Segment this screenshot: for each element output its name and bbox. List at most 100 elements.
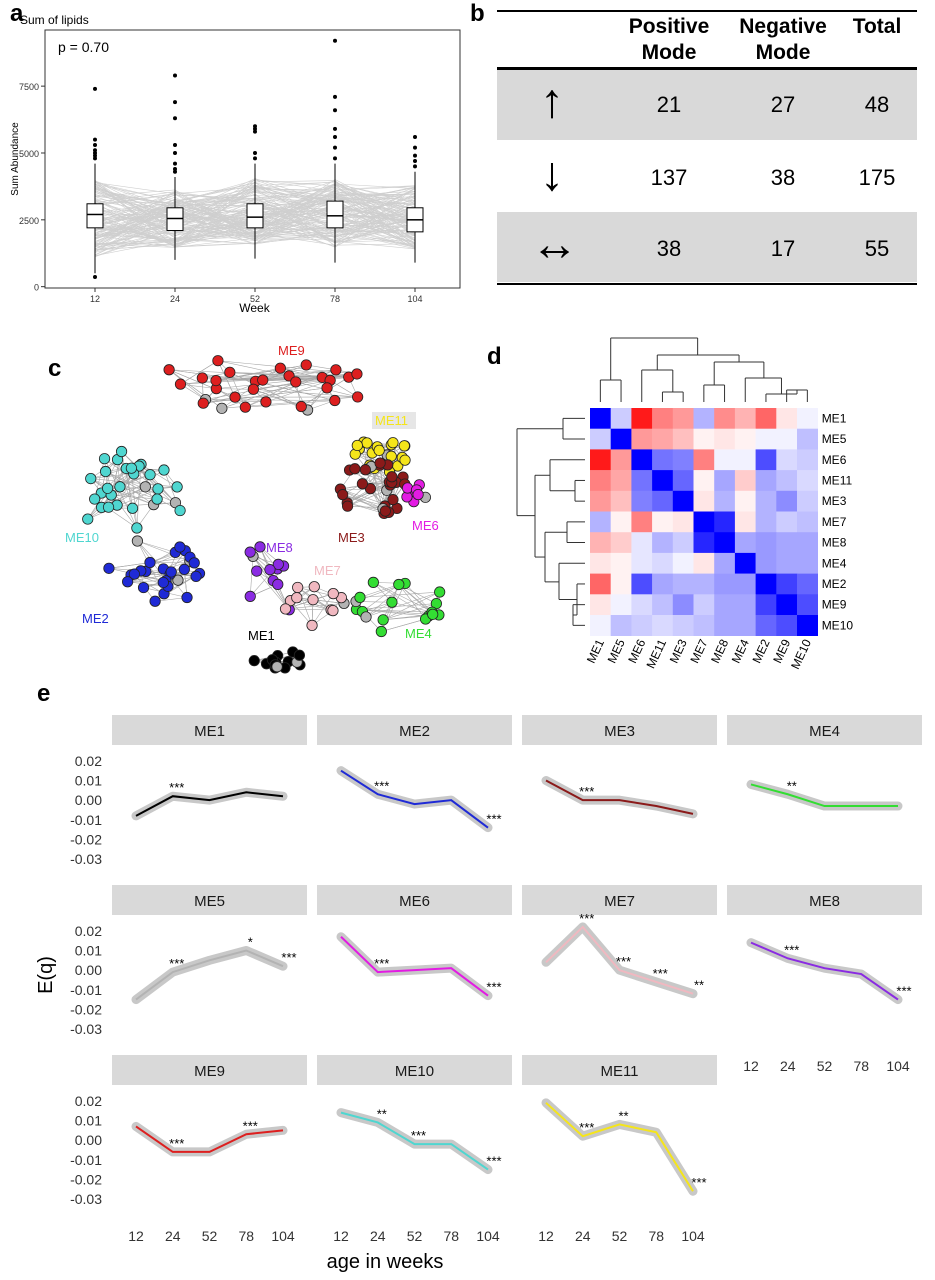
network-node xyxy=(102,501,115,513)
y-tick-label: 2500 xyxy=(19,216,39,226)
network-node xyxy=(157,576,169,589)
facet-title: ME3 xyxy=(604,723,635,740)
regulation-table: Positive Mode Negative Mode Total ↑ 21 2… xyxy=(497,0,917,290)
heatmap-row-label: ME7 xyxy=(822,515,847,529)
chart-title: Sum of lipids xyxy=(20,13,89,27)
heatmap-cell xyxy=(797,470,818,492)
heatmap-cell xyxy=(631,470,653,492)
box-outlier xyxy=(93,86,97,91)
column-dendrogram xyxy=(599,337,808,402)
series-line xyxy=(750,941,899,1001)
box-outlier xyxy=(413,164,417,169)
network-node xyxy=(377,614,389,626)
network-node xyxy=(89,493,101,505)
network-edge xyxy=(365,591,440,618)
box-outlier xyxy=(413,159,417,164)
box-outlier xyxy=(253,150,257,155)
x-tick-label: 104 xyxy=(681,1228,705,1244)
network-edge xyxy=(253,373,357,390)
network-edge xyxy=(111,494,158,500)
heatmap-cell xyxy=(652,532,674,554)
heatmap-cell xyxy=(652,511,674,533)
significance-stars: ** xyxy=(377,1106,387,1121)
x-tick-label: 104 xyxy=(886,1058,910,1074)
heatmap-cell xyxy=(672,408,694,429)
y-tick-label: 5000 xyxy=(19,149,39,159)
box-body xyxy=(86,203,104,229)
significance-stars: ** xyxy=(618,1108,628,1123)
network-edge xyxy=(381,618,426,632)
panel-letter-a: a xyxy=(10,0,24,27)
heatmap-cell xyxy=(797,615,818,636)
network-node xyxy=(172,574,184,586)
heatmap-cell xyxy=(590,594,611,616)
heatmap-cell xyxy=(755,615,777,636)
cell-both-total: 55 xyxy=(864,236,890,261)
network-node xyxy=(239,401,251,413)
heatmap-cell xyxy=(590,449,611,471)
network-node xyxy=(398,440,410,452)
network-node xyxy=(401,482,414,494)
header-total: Total xyxy=(837,14,917,40)
network-edge xyxy=(342,494,385,507)
network-node xyxy=(122,576,134,588)
significance-stars: *** xyxy=(374,778,389,793)
heatmap-cell xyxy=(776,408,798,429)
significance-stars: *** xyxy=(579,1120,594,1135)
heatmap-cell xyxy=(652,573,674,595)
y-tick-label: 0.01 xyxy=(75,773,102,789)
network-node xyxy=(139,481,151,493)
network-edge xyxy=(256,570,290,610)
heatmap-cell xyxy=(610,573,632,595)
y-axis-label: E(q) xyxy=(35,956,57,994)
network-node xyxy=(327,588,339,600)
heatmap-cell xyxy=(776,449,798,471)
box-outlier xyxy=(173,116,177,121)
significance-stars: *** xyxy=(579,784,594,799)
network-node xyxy=(412,488,424,501)
facet-title: ME2 xyxy=(399,723,430,740)
network-node xyxy=(387,494,399,506)
network-node xyxy=(327,605,339,617)
network-node xyxy=(212,355,224,367)
heatmap-cell xyxy=(610,594,632,616)
network-edge xyxy=(168,369,223,409)
heatmap-cell xyxy=(610,428,632,450)
heatmap-cell xyxy=(672,511,694,533)
heatmap-cell xyxy=(652,449,674,471)
heatmap-cell xyxy=(631,428,653,450)
y-tick-label: -0.02 xyxy=(70,1001,102,1017)
network-edge xyxy=(383,603,437,621)
heatmap-cell xyxy=(714,428,736,450)
box-outlier xyxy=(93,275,97,280)
heatmap-cell xyxy=(797,428,818,450)
network-edge xyxy=(356,609,433,613)
heatmap-cell xyxy=(714,532,736,554)
x-tick-label: 12 xyxy=(128,1228,144,1244)
network-node xyxy=(260,396,272,408)
network-edge xyxy=(398,584,433,615)
network-node xyxy=(349,463,361,475)
network-node xyxy=(144,556,156,569)
x-tick-label: 24 xyxy=(165,1228,181,1244)
box-outlier xyxy=(333,145,337,150)
significance-stars: *** xyxy=(486,812,501,827)
box-outlier xyxy=(333,108,337,113)
y-tick-label: -0.03 xyxy=(70,851,102,867)
network-edge xyxy=(137,540,176,553)
heatmap-cell xyxy=(652,552,674,574)
network-edge xyxy=(340,488,387,491)
network-node xyxy=(128,568,140,580)
panel-letter-e: e xyxy=(37,680,51,707)
y-tick-label: 0.00 xyxy=(75,1132,102,1148)
network-edge xyxy=(117,459,133,509)
significance-stars: * xyxy=(248,935,253,950)
facet-strip xyxy=(727,715,922,745)
heatmap-cell xyxy=(631,532,653,554)
heatmap-cell xyxy=(610,408,632,429)
facet-title: ME4 xyxy=(809,723,840,740)
significance-stars: *** xyxy=(281,950,296,965)
heatmap-row-label: ME3 xyxy=(822,494,847,508)
x-tick-label: 52 xyxy=(407,1228,423,1244)
network-node xyxy=(272,558,284,570)
